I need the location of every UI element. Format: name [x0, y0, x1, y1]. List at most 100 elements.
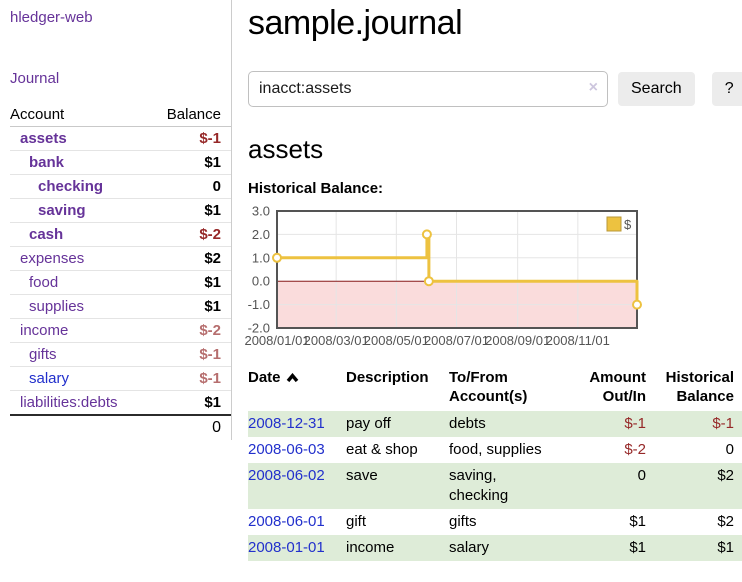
transaction-amount: $-2	[624, 441, 646, 458]
search-input[interactable]	[248, 71, 608, 107]
accounts-total-row: 0	[10, 414, 231, 439]
sidebar: hledger-web Journal Account Balance asse…	[0, 0, 232, 561]
search-button[interactable]: Search	[618, 72, 695, 106]
account-balance: $-2	[148, 222, 231, 247]
account-balance: $1	[148, 198, 231, 223]
account-link-cash[interactable]: cash	[29, 226, 64, 243]
svg-text:-2.0: -2.0	[248, 321, 270, 336]
register-row: 2008-06-01 gift gifts $1 $2	[248, 509, 742, 535]
hledger-web-page: hledger-web Journal Account Balance asse…	[0, 0, 742, 561]
account-balance: $1	[148, 294, 231, 319]
transaction-balance: $1	[717, 539, 734, 556]
account-link-expenses[interactable]: expenses	[20, 250, 85, 267]
svg-text:2008/11/01: 2008/11/01	[546, 333, 610, 348]
svg-text:0.0: 0.0	[252, 274, 270, 289]
account-row-cash: cash $-2	[10, 222, 231, 247]
account-balance: $1	[148, 270, 231, 295]
transaction-description: save	[346, 467, 378, 484]
account-row-saving: saving $1	[10, 198, 231, 223]
transaction-description: income	[346, 539, 395, 556]
account-link-gifts[interactable]: gifts	[29, 346, 57, 363]
main-content: sample.journal × Search ? assets Histori…	[232, 0, 742, 561]
account-row-salary: salary $-1	[10, 366, 231, 391]
transaction-balance: $-1	[712, 415, 734, 432]
account-link-assets[interactable]: assets	[20, 130, 67, 147]
transaction-date-link[interactable]: 2008-06-02	[248, 467, 325, 484]
transaction-amount: $1	[629, 513, 646, 530]
account-balance: $-2	[148, 318, 231, 343]
register-header-date: Date	[248, 366, 346, 411]
sort-by-date-link[interactable]: Date	[248, 369, 299, 386]
account-balance: $-1	[199, 130, 221, 147]
register-row: 2008-06-02 save saving, checking 0 $2	[248, 463, 742, 509]
account-balance: $2	[148, 246, 231, 271]
svg-text:-1.0: -1.0	[248, 297, 270, 312]
register-row: 2008-12-31 pay off debts $-1 $-1	[248, 411, 742, 437]
account-link-income[interactable]: income	[20, 322, 69, 339]
accounts-total-balance: 0	[148, 414, 231, 439]
transaction-description: eat & shop	[346, 441, 418, 458]
account-row-income: income $-2	[10, 318, 231, 343]
account-link-food[interactable]: food	[29, 274, 59, 291]
register-header-amount: Amount Out/In	[589, 369, 646, 405]
register-header-description: Description	[346, 369, 429, 386]
transaction-date-link[interactable]: 2008-12-31	[248, 415, 325, 432]
account-row-liabilities-debts: liabilities:debts $1	[10, 390, 231, 415]
sidebar-item-journal[interactable]: Journal	[10, 70, 60, 87]
account-row-supplies: supplies $1	[10, 294, 231, 319]
search-input-wrap: ×	[248, 71, 608, 107]
account-link-liabilities-debts[interactable]: liabilities:debts	[20, 394, 118, 411]
account-row-checking: checking 0	[10, 174, 231, 199]
account-link-saving[interactable]: saving	[38, 202, 86, 219]
transaction-accounts: food, supplies	[449, 441, 542, 458]
register-header-accounts: To/From Account(s)	[449, 369, 528, 405]
account-balance: 0	[148, 174, 231, 199]
transaction-balance: 0	[725, 441, 734, 458]
transaction-accounts: salary	[449, 539, 490, 556]
transaction-accounts: gifts	[449, 513, 477, 530]
account-heading: assets	[248, 134, 324, 164]
transaction-date-link[interactable]: 2008-06-01	[248, 513, 325, 530]
account-link-checking[interactable]: checking	[38, 178, 104, 195]
app-title-link[interactable]: hledger-web	[10, 9, 93, 26]
account-link-bank[interactable]: bank	[29, 154, 65, 171]
transaction-date-link[interactable]: 2008-06-03	[248, 441, 325, 458]
account-row-expenses: expenses $2	[10, 246, 231, 271]
account-balance: $1	[148, 390, 231, 415]
svg-text:2.0: 2.0	[252, 227, 270, 242]
accounts-table: Account Balance assets $-1 bank $1 check…	[10, 103, 231, 439]
account-balance: $-1	[148, 366, 231, 391]
transaction-balance: $2	[717, 467, 734, 484]
page-title: sample.journal	[248, 4, 463, 42]
svg-text:2008/09/01: 2008/09/01	[485, 333, 550, 348]
clear-search-icon[interactable]: ×	[588, 79, 598, 96]
account-balance: $-1	[148, 342, 231, 367]
transaction-amount: 0	[637, 467, 646, 484]
svg-text:1.0: 1.0	[252, 250, 270, 265]
register-header-historical: Historical Balance	[665, 369, 734, 405]
transaction-accounts: saving, checking	[449, 467, 509, 504]
account-row-gifts: gifts $-1	[10, 342, 231, 367]
transaction-amount: $1	[629, 539, 646, 556]
sort-asc-icon	[286, 372, 298, 383]
search-form: × Search ?	[248, 71, 742, 107]
historical-balance-chart[interactable]: 3.0 2.0 1.0 0.0 -1.0 -2.0 2008/01/01 2008/03/01…	[244, 204, 648, 348]
account-link-salary[interactable]: salary	[29, 370, 70, 387]
transaction-date-link[interactable]: 2008-01-01	[248, 539, 325, 556]
svg-text:2008/01/01: 2008/01/01	[244, 333, 309, 348]
register-row: 2008-06-03 eat & shop food, supplies $-2…	[248, 437, 742, 463]
help-button[interactable]: ?	[711, 72, 742, 106]
transaction-accounts: debts	[449, 415, 486, 432]
svg-text:3.0: 3.0	[252, 204, 270, 219]
accounts-header-row: Account Balance	[10, 103, 231, 127]
svg-text:2008/07/01: 2008/07/01	[424, 333, 489, 348]
account-row-food: food $1	[10, 270, 231, 295]
transaction-description: pay off	[346, 415, 391, 432]
account-row-bank: bank $1	[10, 150, 231, 175]
account-link-supplies[interactable]: supplies	[29, 298, 85, 315]
transaction-amount: $-1	[624, 415, 646, 432]
accounts-header-balance: Balance	[148, 103, 231, 127]
register-header-row: Date Description To/From Account(s) Amou…	[248, 366, 742, 411]
sidebar-content: hledger-web Journal Account Balance asse…	[0, 0, 232, 440]
register-row: 2008-01-01 income salary $1 $1	[248, 535, 742, 561]
